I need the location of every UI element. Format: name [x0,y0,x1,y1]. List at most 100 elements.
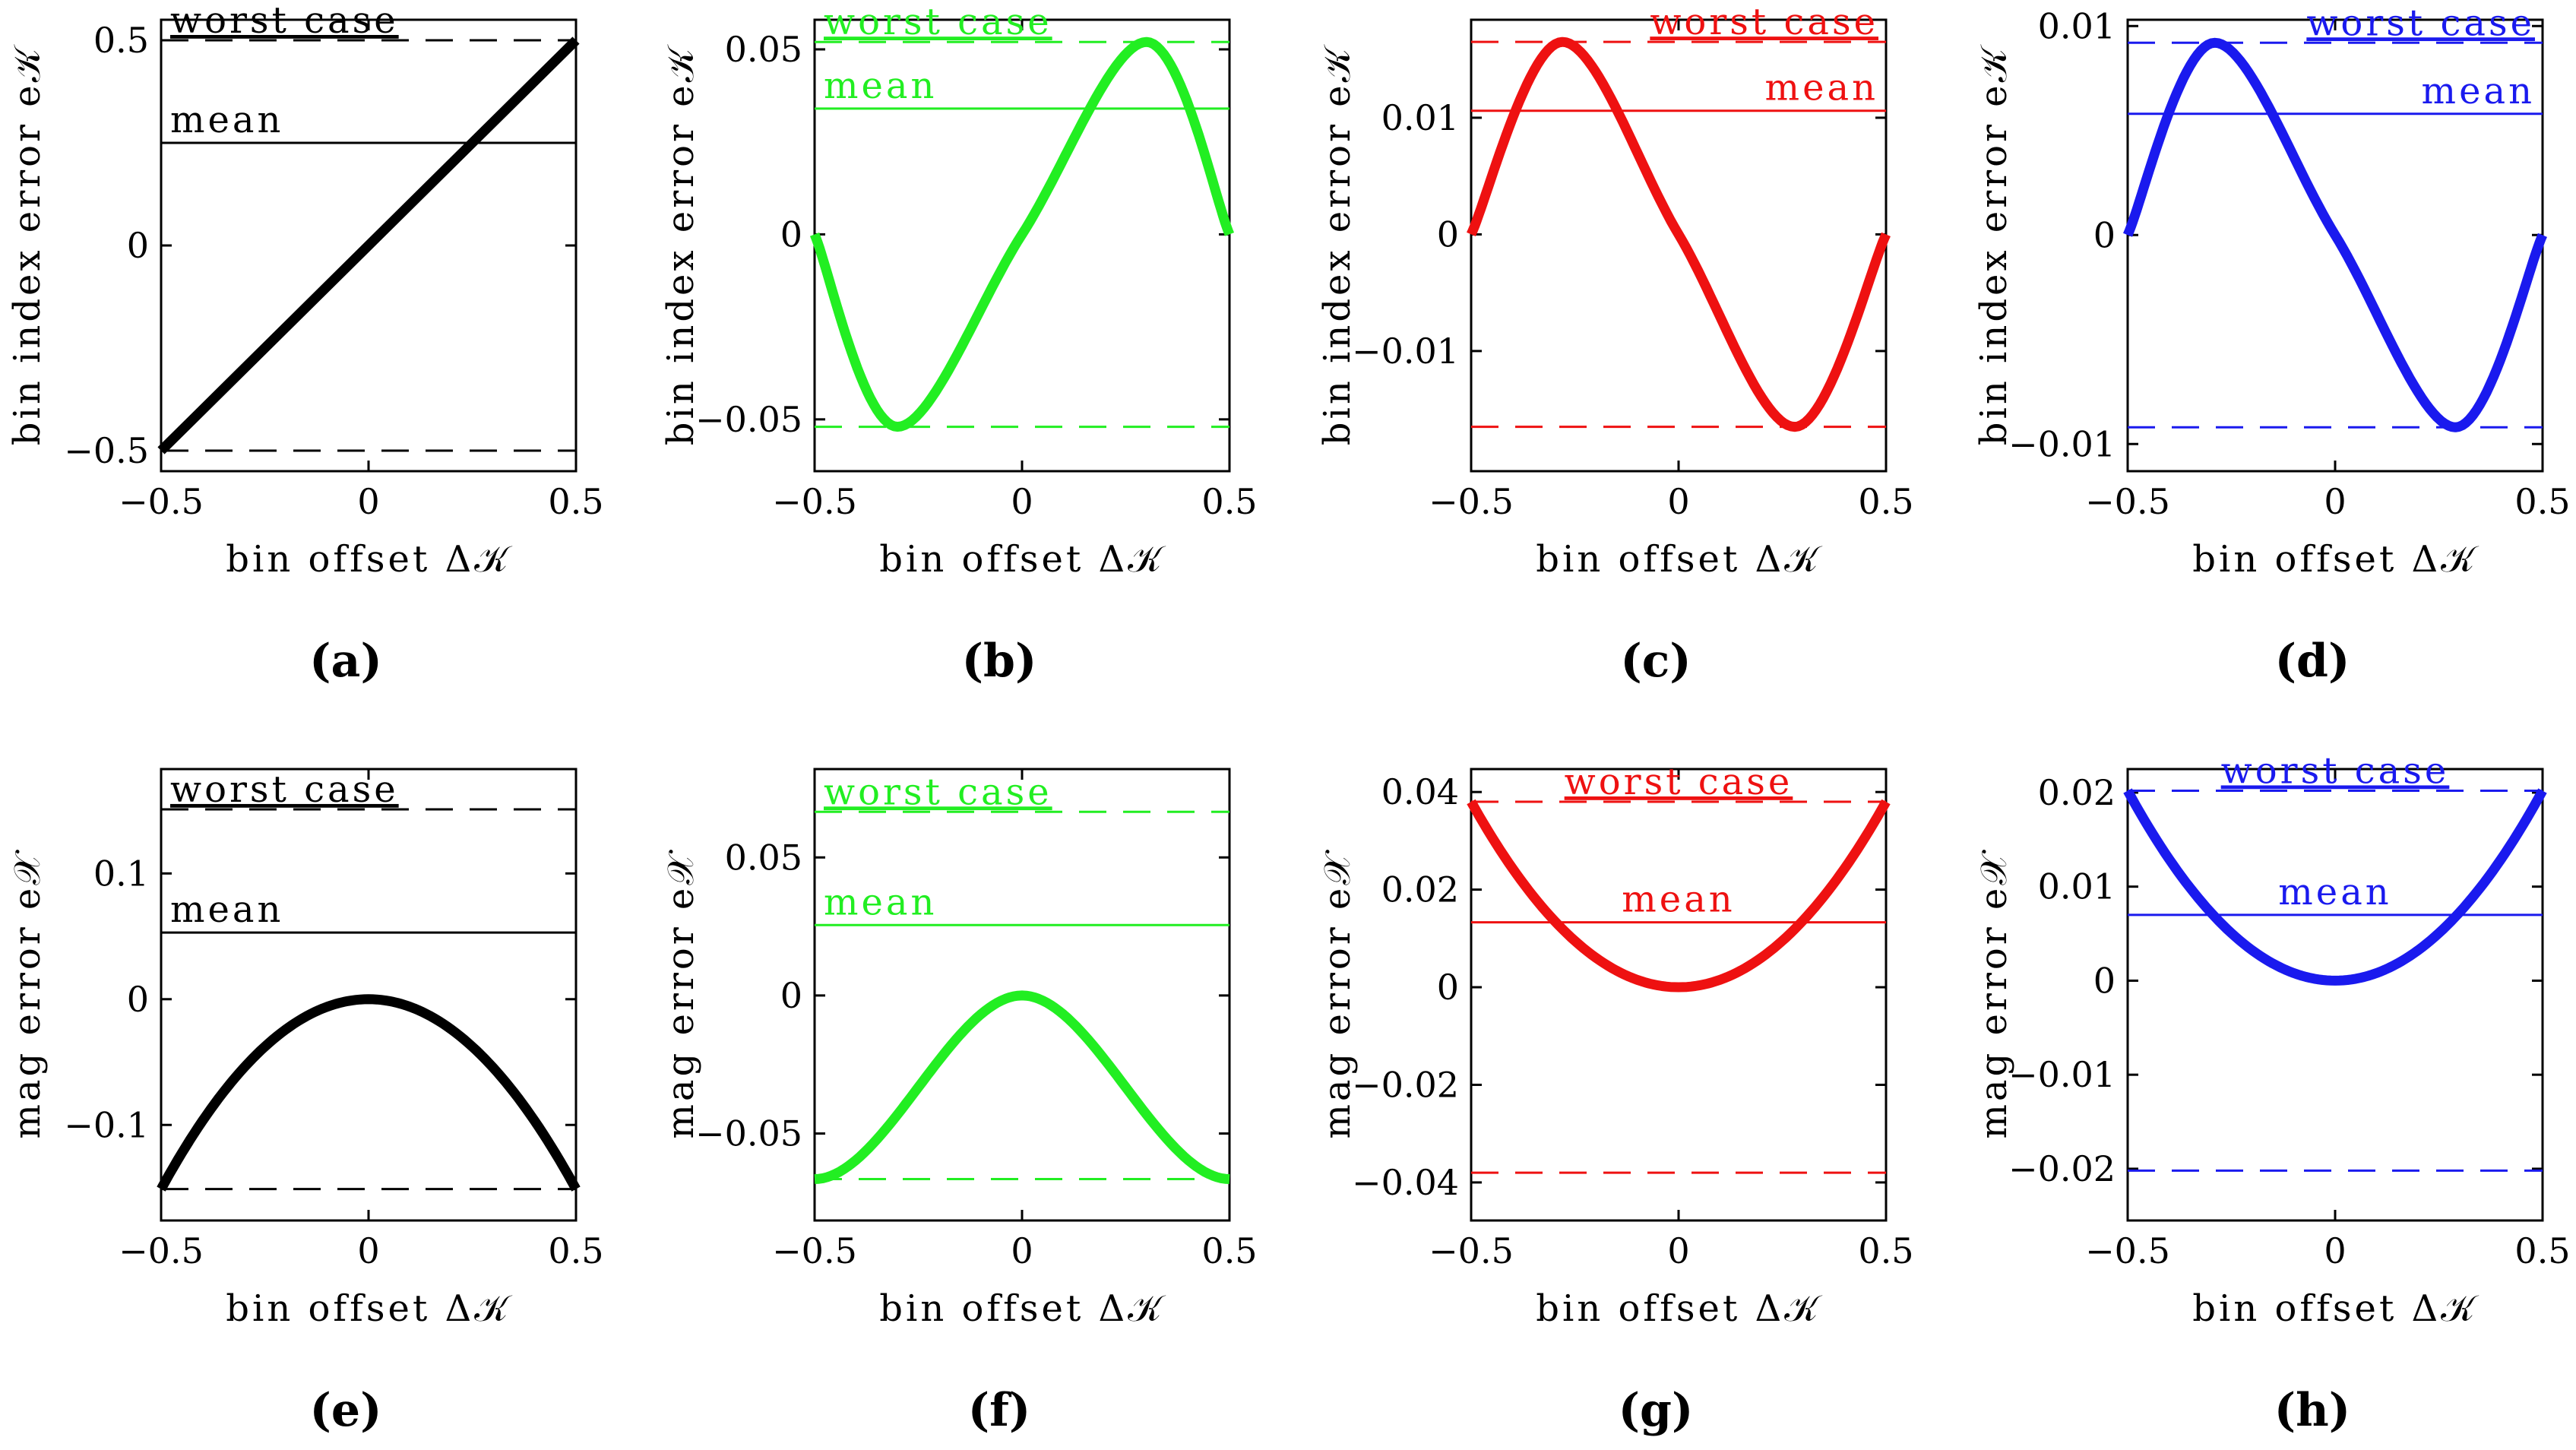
mean-label-a: mean [170,99,283,141]
x-tick-label-d: 0 [2324,481,2346,522]
worst-case-label-a: worst case [170,0,399,42]
panel-e: −0.5 0 0.5 −0.1 0 0.1 worst case mean bin offset… [6,768,604,1437]
y-axis-label-c: bin index error e𝒦 [1316,43,1359,445]
x-tick-label-b: 0.5 [1201,481,1257,522]
x-tick-label-g: −0.5 [1429,1230,1514,1271]
y-axis-label-h: mag error e𝒳 [1973,850,2015,1139]
mean-label-g: mean [1622,879,1735,921]
y-axis-label-d: bin index error e𝒦 [1973,43,2015,445]
x-tick-label-b: −0.5 [772,481,857,522]
worst-case-label-c: worst case [1650,1,1878,43]
x-tick-label-f: 0 [1011,1230,1033,1271]
x-tick-label-c: 0 [1667,481,1689,522]
panel-d: −0.5 0 0.5 −0.01 0 0.01 worst case mean bin offs… [1973,2,2571,688]
y-tick-label-e: 0 [127,979,149,1020]
x-tick-label-a: 0.5 [548,481,603,522]
worst-case-label-b: worst case [824,1,1052,43]
y-tick-label-d: 0 [2093,214,2116,255]
worst-case-label-g: worst case [1565,761,1793,803]
x-tick-label-g: 0.5 [1858,1230,1913,1271]
x-tick-label-e: −0.5 [119,1230,204,1271]
x-tick-label-d: −0.5 [2085,481,2170,522]
x-axis-label-b: bin offset Δ𝒦 [879,538,1166,581]
mean-label-d: mean [2422,70,2535,112]
data-curve-g [1467,799,1891,993]
panel-caption-b: (b) [962,635,1037,688]
worst-case-label-d: worst case [2306,2,2535,44]
data-curve-a [157,36,580,454]
y-axis-label-e: mag error e𝒳 [6,850,49,1139]
x-tick-label-c: 0.5 [1858,481,1913,522]
x-tick-label-h: 0 [2324,1230,2346,1271]
panel-c: −0.5 0 0.5 −0.01 0 0.01 worst case mean bin offs… [1316,1,1914,688]
x-tick-label-a: −0.5 [119,481,204,522]
mean-label-h: mean [2278,871,2391,913]
y-axis-label-a: bin index error e𝒦 [6,43,49,445]
x-tick-label-b: 0 [1011,481,1033,522]
x-tick-label-f: 0.5 [1201,1230,1257,1271]
panel-caption-a: (a) [309,635,382,688]
y-tick-label-c: 0 [1437,214,1459,255]
x-tick-label-e: 0.5 [548,1230,603,1271]
worst-case-label-e: worst case [170,768,399,811]
panel-caption-e: (e) [310,1384,382,1437]
x-tick-label-h: 0.5 [2514,1230,2570,1271]
y-tick-label-g: −0.04 [1352,1162,1459,1203]
y-tick-label-c: 0.01 [1381,97,1459,138]
y-tick-label-a: 0.5 [93,20,149,61]
x-tick-label-f: −0.5 [772,1230,857,1271]
panel-g: −0.5 0 0.5 −0.04 −0.02 0 0.02 0.04 worst case mea… [1316,761,1914,1437]
y-tick-label-b: 0 [780,214,802,255]
plot-frame-g [1470,768,1888,1222]
y-tick-label-c: −0.01 [1352,331,1459,372]
x-axis-label-g: bin offset Δ𝒦 [1536,1287,1823,1330]
y-tick-label-b: −0.05 [695,399,802,440]
y-tick-label-b: 0.05 [725,29,802,70]
y-tick-label-h: −0.01 [2008,1054,2116,1095]
x-tick-label-h: −0.5 [2085,1230,2170,1271]
y-tick-label-f: 0 [780,975,802,1016]
panel-h: −0.5 0 0.5 −0.02 −0.01 0 0.01 0.02 worst case mea… [1973,749,2571,1437]
y-tick-label-g: 0.02 [1381,869,1459,910]
mean-label-e: mean [170,888,283,931]
data-curve-f [814,990,1230,1184]
y-tick-label-e: 0.1 [93,853,149,894]
y-tick-label-h: 0 [2093,960,2116,1001]
y-tick-label-e: −0.1 [64,1104,149,1145]
data-curve-b [809,36,1235,432]
worst-case-label-f: worst case [824,771,1052,813]
y-tick-label-g: 0.04 [1381,771,1459,812]
data-curve-e [157,994,581,1192]
x-tick-label-a: 0 [357,481,379,522]
mean-label-b: mean [824,65,937,107]
y-axis-label-f: mag error e𝒳 [660,850,702,1139]
x-axis-label-f: bin offset Δ𝒦 [879,1287,1166,1330]
y-tick-label-h: 0.01 [2038,866,2116,907]
panel-caption-d: (d) [2275,635,2350,688]
y-tick-label-h: −0.02 [2008,1148,2116,1189]
y-tick-label-f: 0.05 [725,837,802,878]
panel-b: −0.5 0 0.5 −0.05 0 0.05 worst case mean bin offs… [660,1,1258,688]
x-axis-label-c: bin offset Δ𝒦 [1536,538,1823,581]
y-axis-label-g: mag error e𝒳 [1316,850,1359,1139]
y-tick-label-g: −0.02 [1352,1064,1459,1105]
x-axis-label-e: bin offset Δ𝒦 [226,1287,513,1330]
x-axis-label-d: bin offset Δ𝒦 [2192,538,2479,581]
data-curve-h [2123,788,2547,986]
x-tick-label-c: −0.5 [1429,481,1514,522]
panel-caption-h: (h) [2274,1384,2350,1437]
data-curve-d [2123,37,2547,432]
x-tick-label-d: 0.5 [2514,481,2570,522]
y-tick-label-d: −0.01 [2008,423,2116,464]
y-tick-label-h: 0.02 [2038,772,2116,813]
x-tick-label-e: 0 [357,1230,379,1271]
panel-caption-g: (g) [1619,1384,1694,1437]
y-tick-label-f: −0.05 [695,1113,802,1154]
mean-label-c: mean [1765,67,1878,109]
x-tick-label-g: 0 [1667,1230,1689,1271]
panel-caption-f: (f) [968,1384,1031,1437]
x-axis-label-h: bin offset Δ𝒦 [2192,1287,2479,1330]
x-axis-label-a: bin offset Δ𝒦 [226,538,513,581]
y-tick-label-d: 0.01 [2038,5,2116,46]
